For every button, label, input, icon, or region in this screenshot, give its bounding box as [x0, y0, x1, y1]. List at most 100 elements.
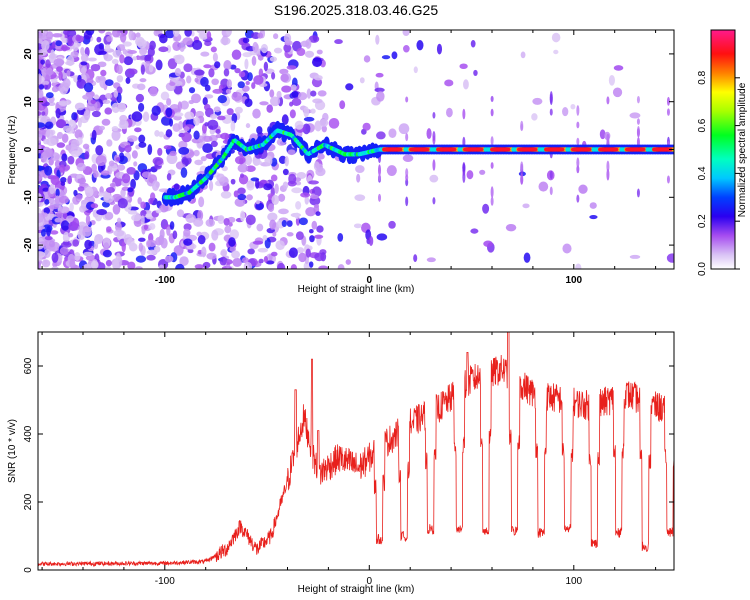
noise-blob — [257, 32, 264, 39]
noise-blob — [271, 72, 276, 80]
noise-blob — [38, 89, 44, 99]
noise-blob — [183, 126, 190, 132]
noise-blob — [193, 130, 200, 140]
noise-blob — [551, 32, 561, 43]
noise-blob — [381, 55, 391, 60]
noise-blob — [247, 72, 253, 82]
noise-blob — [74, 129, 83, 139]
noise-blob — [38, 144, 42, 151]
noise-blob — [258, 258, 264, 264]
noise-blob — [62, 125, 72, 132]
noise-blob — [212, 88, 223, 94]
noise-blob — [523, 252, 531, 263]
noise-blob — [194, 264, 204, 269]
noise-blob — [305, 206, 316, 217]
noise-streak — [549, 91, 553, 104]
noise-blob — [138, 242, 143, 252]
noise-blob — [505, 223, 517, 232]
noise-blob — [256, 126, 263, 135]
y-tick-label: 0 — [23, 146, 34, 152]
noise-blob — [67, 175, 72, 185]
colorbar-tick-label: 0.2 — [697, 214, 708, 228]
noise-blob — [51, 78, 58, 84]
noise-blob — [375, 72, 384, 78]
noise-blob — [305, 38, 312, 49]
noise-blob — [270, 174, 278, 182]
noise-blob — [180, 167, 188, 178]
noise-blob — [268, 254, 273, 261]
noise-streak — [490, 196, 494, 206]
noise-blob — [388, 220, 396, 229]
noise-blob — [72, 239, 80, 247]
colorbar-tick-label: 0.8 — [697, 70, 708, 84]
noise-blob — [111, 30, 121, 38]
noise-blob — [131, 150, 138, 159]
noise-blob — [306, 88, 312, 99]
noise-blob — [308, 180, 319, 185]
noise-blob — [391, 51, 398, 60]
noise-blob — [155, 59, 163, 71]
noise-blob — [38, 32, 47, 39]
noise-streak — [576, 165, 580, 174]
noise-blob — [111, 129, 121, 141]
noise-blob — [193, 116, 201, 126]
noise-blob — [220, 190, 232, 199]
noise-blob — [314, 120, 322, 132]
noise-blob — [402, 154, 414, 162]
noise-blob — [51, 252, 59, 263]
noise-blob — [257, 247, 269, 253]
noise-blob — [148, 223, 156, 230]
noise-blob — [328, 117, 340, 129]
noise-blob — [232, 257, 243, 267]
noise-blob — [120, 188, 126, 198]
noise-blob — [608, 74, 615, 86]
noise-blob — [91, 129, 97, 141]
noise-blob — [153, 245, 161, 253]
noise-blob — [316, 49, 323, 55]
noise-blob — [466, 170, 474, 180]
noise-blob — [40, 229, 46, 237]
y-tick-label: 600 — [23, 357, 34, 374]
noise-blob — [62, 78, 71, 89]
noise-blob — [113, 89, 119, 98]
noise-blob — [272, 231, 277, 237]
noise-streak — [378, 174, 382, 182]
noise-blob — [298, 217, 308, 226]
noise-blob — [194, 159, 203, 166]
noise-blob — [154, 130, 160, 137]
noise-blob — [38, 225, 46, 230]
noise-blob — [629, 254, 641, 259]
noise-blob — [219, 256, 227, 266]
noise-blob — [403, 45, 410, 53]
noise-streak — [520, 120, 524, 130]
spectrogram-y-axis-label: Frequency (Hz) — [7, 116, 18, 185]
noise-blob — [209, 113, 218, 119]
noise-blob — [169, 150, 177, 157]
noise-blob — [51, 86, 59, 93]
noise-blob — [173, 84, 183, 95]
noise-blob — [259, 101, 269, 106]
noise-streak — [636, 188, 640, 198]
noise-blob — [345, 83, 354, 91]
noise-blob — [599, 129, 606, 140]
noise-blob — [72, 41, 79, 52]
noise-blob — [93, 170, 99, 179]
noise-blob — [41, 259, 51, 268]
noise-blob — [83, 109, 91, 121]
noise-blob — [212, 52, 218, 62]
noise-blob — [319, 118, 329, 127]
noise-blob — [183, 228, 191, 237]
noise-blob — [666, 253, 674, 263]
noise-blob — [220, 37, 231, 46]
noise-blob — [158, 264, 165, 269]
noise-blob — [51, 266, 59, 269]
noise-streak — [490, 186, 494, 198]
noise-blob — [191, 93, 202, 104]
noise-blob — [302, 123, 311, 135]
x-tick-label: 0 — [367, 576, 373, 587]
noise-blob — [164, 255, 174, 263]
y-tick-label: 20 — [23, 48, 34, 60]
noise-blob — [247, 248, 255, 255]
noise-blob — [58, 100, 69, 106]
noise-blob — [70, 51, 79, 58]
